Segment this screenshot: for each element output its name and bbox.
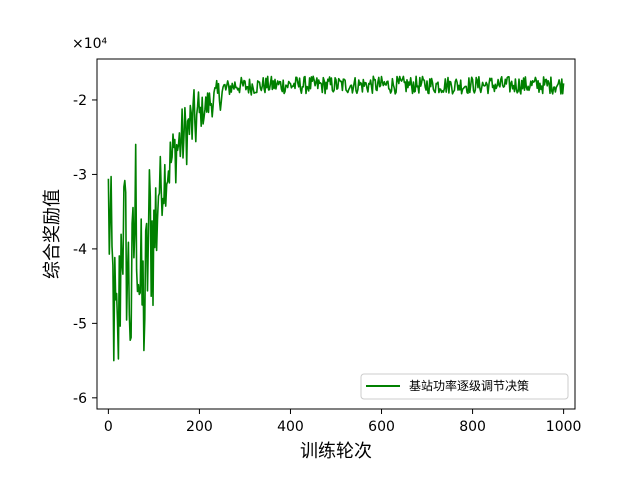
x-tick-label: 0 [104,419,113,435]
plot-area-frame [96,58,576,410]
legend-box [360,373,569,400]
series-line-group [107,75,565,362]
y-tick-label: -2 [73,93,87,109]
x-tick-label: 400 [277,419,304,435]
y-tick-label: -4 [73,242,87,258]
y-axis: -6 -5 -4 -3 -2 [73,93,97,407]
x-axis: 0 200 400 600 800 1000 [104,409,582,435]
x-tick-label: 200 [186,419,213,435]
legend: 基站功率逐级调节决策 [360,373,569,400]
legend-label: 基站功率逐级调节决策 [409,378,529,393]
x-tick-label: 600 [368,419,395,435]
x-tick-label: 1000 [546,419,582,435]
y-tick-label: -3 [73,167,87,183]
y-axis-label: 综合奖励值 [42,189,63,279]
y-tick-label: -6 [73,391,87,407]
x-tick-label: 800 [459,419,486,435]
x-axis-label: 训练轮次 [300,441,372,462]
series-line [107,75,565,362]
y-tick-label: -5 [73,316,87,332]
y-offset-label: ×10⁴ [72,36,108,52]
